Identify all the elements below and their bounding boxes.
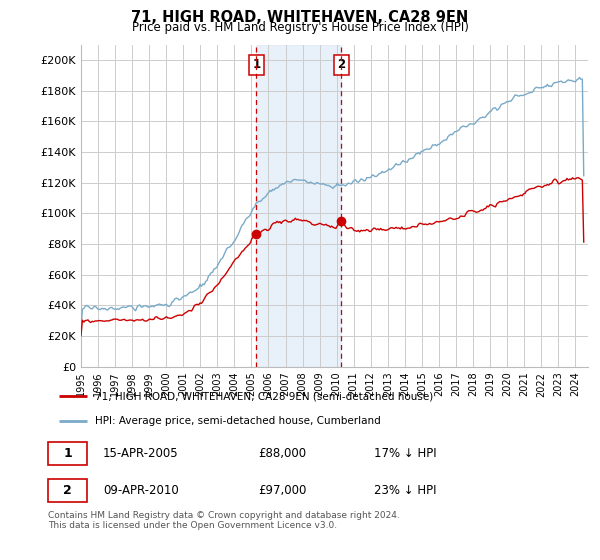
Text: 17% ↓ HPI: 17% ↓ HPI [373, 447, 436, 460]
Text: 2: 2 [337, 58, 345, 71]
Text: £88,000: £88,000 [258, 447, 306, 460]
Text: £97,000: £97,000 [258, 484, 307, 497]
Text: 15-APR-2005: 15-APR-2005 [103, 447, 179, 460]
Text: 09-APR-2010: 09-APR-2010 [103, 484, 179, 497]
Text: 1: 1 [64, 447, 72, 460]
Bar [256, 45, 341, 367]
Text: HPI: Average price, semi-detached house, Cumberland: HPI: Average price, semi-detached house,… [95, 416, 381, 426]
Text: Price paid vs. HM Land Registry's House Price Index (HPI): Price paid vs. HM Land Registry's House … [131, 21, 469, 34]
Text: 2: 2 [64, 484, 72, 497]
Text: Contains HM Land Registry data © Crown copyright and database right 2024.
This d: Contains HM Land Registry data © Crown c… [48, 511, 400, 530]
Text: 71, HIGH ROAD, WHITEHAVEN, CA28 9EN: 71, HIGH ROAD, WHITEHAVEN, CA28 9EN [131, 10, 469, 25]
FancyBboxPatch shape [48, 479, 88, 502]
Text: 1: 1 [252, 58, 260, 71]
FancyBboxPatch shape [48, 442, 88, 465]
Text: 23% ↓ HPI: 23% ↓ HPI [373, 484, 436, 497]
Text: 71, HIGH ROAD, WHITEHAVEN, CA28 9EN (semi-detached house): 71, HIGH ROAD, WHITEHAVEN, CA28 9EN (sem… [95, 391, 433, 402]
